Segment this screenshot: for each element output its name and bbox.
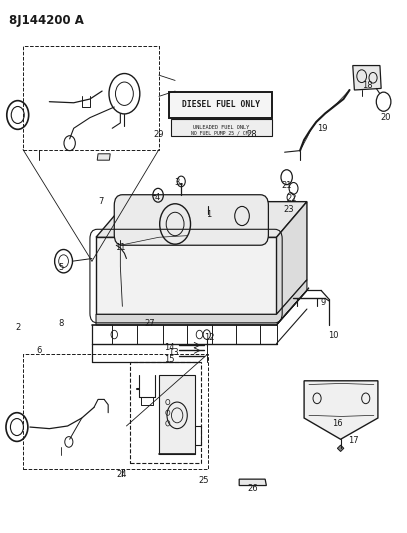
Polygon shape [337, 445, 344, 451]
Text: 10: 10 [328, 331, 339, 340]
Polygon shape [159, 375, 195, 454]
Text: 4: 4 [154, 193, 160, 202]
Text: 28: 28 [247, 130, 258, 139]
Polygon shape [96, 237, 276, 314]
Text: 22: 22 [287, 195, 297, 204]
Text: 27: 27 [144, 319, 155, 328]
Polygon shape [239, 479, 266, 486]
Text: 8J144200 A: 8J144200 A [9, 14, 84, 27]
Text: 3: 3 [175, 178, 180, 187]
Text: 2: 2 [15, 323, 20, 332]
Polygon shape [353, 66, 381, 90]
Text: 20: 20 [381, 113, 391, 122]
Text: 14: 14 [164, 343, 174, 352]
Text: NO FUEL PUMP 25 / CM³: NO FUEL PUMP 25 / CM³ [191, 130, 252, 135]
Text: 9: 9 [321, 298, 326, 307]
Text: 11: 11 [115, 244, 126, 253]
Text: DIESEL FUEL ONLY: DIESEL FUEL ONLY [182, 100, 260, 109]
Text: 26: 26 [248, 484, 258, 493]
Text: 7: 7 [98, 197, 104, 206]
Bar [23, 46, 159, 150]
Text: 23: 23 [283, 205, 294, 214]
Text: 17: 17 [348, 437, 359, 446]
Text: 29: 29 [153, 130, 164, 139]
Text: 24: 24 [116, 471, 127, 479]
Text: 1: 1 [206, 210, 211, 219]
Text: 6: 6 [37, 346, 42, 355]
Text: 13: 13 [168, 348, 178, 357]
Text: 25: 25 [198, 476, 209, 484]
Text: 19: 19 [317, 124, 327, 133]
Polygon shape [96, 280, 307, 325]
FancyBboxPatch shape [114, 195, 268, 245]
Text: 21: 21 [281, 181, 292, 190]
Bar [169, 92, 272, 118]
Text: 16: 16 [332, 419, 343, 428]
Text: UNLEADED FUEL ONLY: UNLEADED FUEL ONLY [193, 125, 249, 130]
Bar [23, 354, 208, 469]
Text: 8: 8 [58, 319, 63, 328]
Bar [131, 362, 201, 463]
Bar [171, 119, 271, 136]
Polygon shape [96, 201, 307, 237]
Text: 18: 18 [363, 81, 373, 90]
Polygon shape [304, 381, 378, 439]
Polygon shape [97, 154, 110, 160]
Text: 12: 12 [204, 333, 215, 342]
Text: 15: 15 [164, 354, 174, 364]
Text: 5: 5 [58, 263, 63, 272]
Polygon shape [276, 288, 309, 325]
Polygon shape [276, 201, 307, 314]
